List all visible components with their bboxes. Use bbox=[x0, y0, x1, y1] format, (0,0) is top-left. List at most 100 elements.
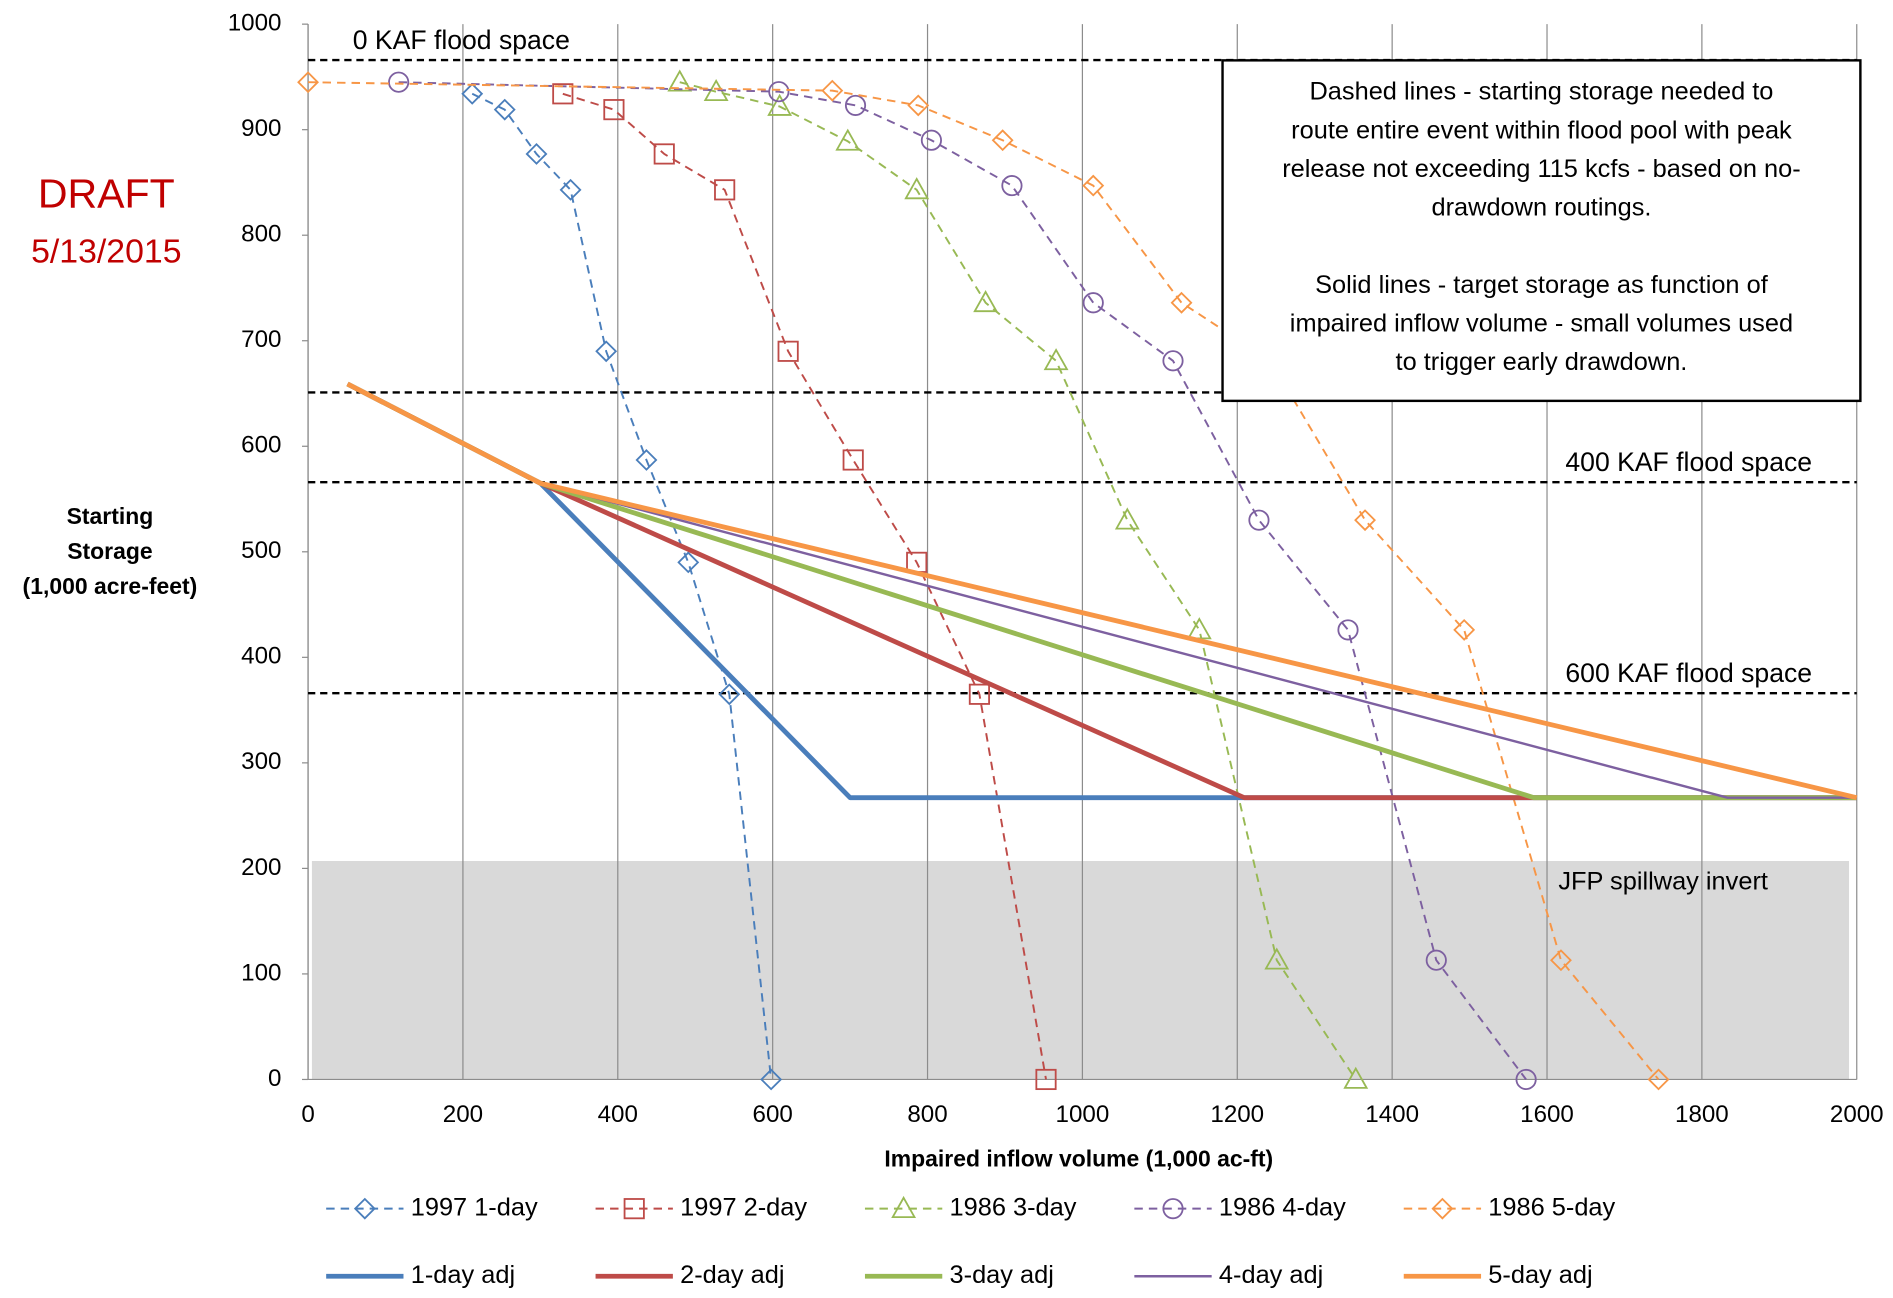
marker bbox=[1425, 949, 1447, 971]
y-tick-label: 300 bbox=[241, 748, 281, 775]
marker bbox=[493, 98, 516, 121]
marker bbox=[1515, 1068, 1537, 1091]
marker bbox=[1082, 174, 1105, 197]
marker bbox=[1001, 175, 1023, 197]
x-tick-label: 400 bbox=[598, 1101, 638, 1128]
marker bbox=[1035, 1068, 1057, 1091]
y-tick-label: 700 bbox=[241, 326, 281, 353]
data-layer bbox=[297, 69, 1858, 1091]
routing-line bbox=[308, 81, 1660, 1081]
y-axis-title: (1,000 acre-feet) bbox=[23, 573, 198, 599]
reference-label: 400 KAF flood space bbox=[1565, 447, 1812, 477]
routing-line bbox=[679, 81, 1357, 1080]
target-line bbox=[346, 381, 1858, 801]
y-tick-label: 200 bbox=[241, 854, 281, 881]
y-tick-label: 600 bbox=[241, 432, 281, 459]
marker bbox=[821, 79, 844, 102]
x-axis-title: Impaired inflow volume (1,000 ac-ft) bbox=[884, 1145, 1273, 1171]
marker bbox=[552, 83, 574, 105]
marker bbox=[525, 143, 548, 165]
marker bbox=[920, 129, 942, 151]
marker bbox=[1082, 292, 1104, 314]
marker bbox=[559, 178, 582, 201]
marker bbox=[1043, 348, 1069, 371]
marker bbox=[1170, 291, 1193, 314]
reference-label: 0 KAF flood space bbox=[353, 25, 570, 55]
routing-line bbox=[562, 92, 1047, 1080]
x-tick-label: 1600 bbox=[1520, 1101, 1574, 1128]
note-box bbox=[1221, 59, 1862, 403]
legend-label: 5-day adj bbox=[1488, 1261, 1592, 1289]
routing-line bbox=[471, 92, 773, 1080]
legend-label: 1986 4-day bbox=[1219, 1193, 1346, 1221]
marker bbox=[718, 683, 741, 706]
note-text: drawdown routings. bbox=[1431, 194, 1651, 222]
marker bbox=[760, 1068, 783, 1091]
y-tick-label: 1000 bbox=[228, 10, 282, 37]
spillway-label: JFP spillway invert bbox=[1558, 867, 1768, 895]
marker bbox=[461, 82, 484, 105]
marker bbox=[297, 71, 319, 94]
y-axis-title: Storage bbox=[67, 538, 152, 564]
y-tick-label: 900 bbox=[241, 115, 281, 142]
marker bbox=[603, 99, 625, 121]
marker bbox=[714, 179, 736, 201]
x-tick-label: 0 bbox=[301, 1101, 314, 1128]
marker bbox=[835, 128, 861, 151]
x-tick-label: 1400 bbox=[1365, 1101, 1419, 1128]
x-tick-label: 1200 bbox=[1210, 1101, 1264, 1128]
note-text: Solid lines - target storage as function… bbox=[1315, 271, 1769, 299]
marker bbox=[1264, 947, 1290, 970]
x-tick-label: 2000 bbox=[1830, 1101, 1884, 1128]
draft-date: 5/13/2015 bbox=[31, 233, 181, 271]
marker bbox=[973, 290, 999, 313]
y-tick-label: 400 bbox=[241, 643, 281, 670]
marker bbox=[904, 177, 930, 200]
marker bbox=[1162, 350, 1184, 372]
annotation-layer: JFP spillway invert 0 KAF flood space 400 … bbox=[23, 25, 1862, 1289]
marker bbox=[388, 71, 410, 93]
y-tick-label: 800 bbox=[241, 221, 281, 248]
routing-line bbox=[398, 81, 1527, 1081]
marker bbox=[677, 551, 700, 574]
marker bbox=[1647, 1068, 1670, 1091]
note-text: to trigger early drawdown. bbox=[1396, 348, 1688, 376]
marker bbox=[1354, 509, 1376, 532]
y-axis-title: Starting bbox=[67, 503, 154, 529]
legend-label: 2-day adj bbox=[680, 1261, 784, 1289]
marker bbox=[1337, 619, 1359, 641]
marker bbox=[991, 129, 1014, 152]
note-text: Dashed lines - starting storage needed t… bbox=[1309, 78, 1773, 106]
legend-label: 1986 5-day bbox=[1488, 1193, 1615, 1221]
x-tick-label: 200 bbox=[443, 1101, 483, 1128]
x-tick-label: 600 bbox=[753, 1101, 793, 1128]
marker bbox=[767, 93, 793, 116]
marker bbox=[1343, 1066, 1369, 1089]
marker bbox=[1431, 1197, 1454, 1220]
note-text: impaired inflow volume - small volumes u… bbox=[1290, 310, 1793, 338]
legend-label: 1-day adj bbox=[411, 1261, 515, 1289]
marker bbox=[1453, 618, 1476, 641]
note-text: release not exceeding 115 kcfs - based o… bbox=[1282, 155, 1800, 183]
marker bbox=[968, 683, 990, 705]
legend-label: 4-day adj bbox=[1219, 1261, 1323, 1289]
marker bbox=[1186, 617, 1212, 640]
marker bbox=[768, 81, 790, 103]
marker bbox=[653, 143, 675, 165]
note-text: route entire event within flood pool wit… bbox=[1291, 116, 1792, 144]
marker bbox=[1162, 1198, 1184, 1220]
draft-label: DRAFT bbox=[38, 171, 175, 217]
marker bbox=[635, 449, 658, 471]
marker bbox=[907, 94, 930, 117]
marker bbox=[842, 449, 864, 471]
marker bbox=[667, 69, 693, 92]
marker bbox=[844, 94, 867, 116]
reference-label: 600 KAF flood space bbox=[1565, 658, 1812, 688]
marker bbox=[353, 1197, 376, 1220]
target-line bbox=[346, 381, 1857, 801]
x-tick-label: 1800 bbox=[1675, 1101, 1729, 1128]
y-tick-label: 100 bbox=[241, 959, 281, 986]
marker bbox=[623, 1198, 645, 1220]
